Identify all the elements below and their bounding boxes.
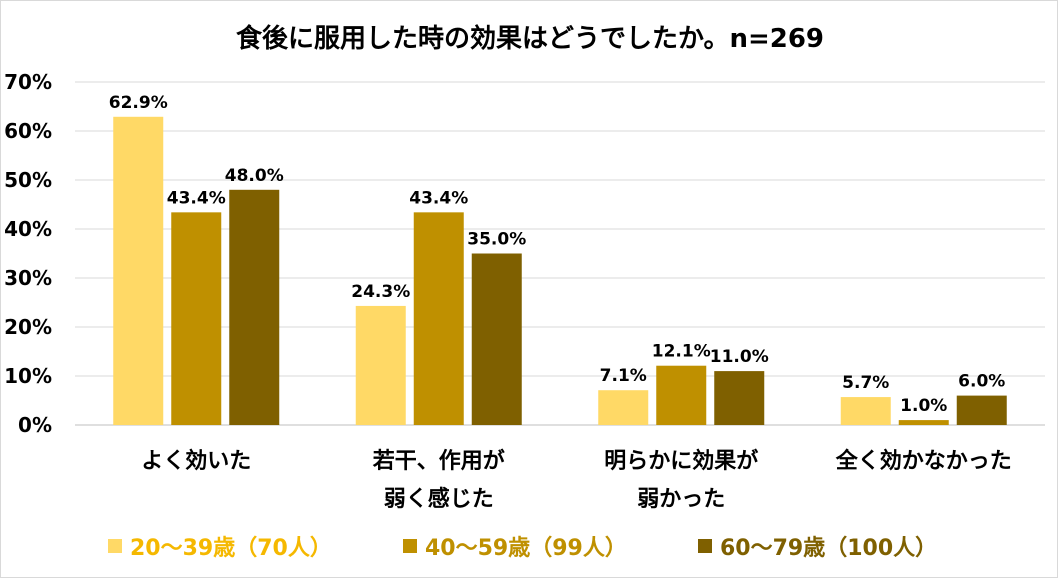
data-label: 43.4% [167,188,226,208]
legend-label: 40〜59歳（99人） [425,536,627,561]
legend-swatch [698,539,712,553]
chart-title: 食後に服用した時の効果はどうでしたか。n=269 [235,24,825,54]
x-category-label: 弱かった [637,487,725,512]
x-category-label: よく効いた [141,448,251,474]
y-tick-label: 30% [4,266,52,290]
data-label: 35.0% [467,230,526,250]
bar-2-4 [898,420,949,425]
chart-legend: 20〜39歳（70人） 40〜59歳（99人） 60〜79歳（100人） [0,530,1060,570]
bar-3-2 [471,253,522,425]
y-tick-label: 20% [4,315,52,339]
data-label: 11.0% [710,347,769,367]
legend-swatch [108,539,122,553]
x-category-label: 明らかに効果が [604,448,758,474]
y-tick-label: 0% [18,413,52,437]
bar-1-4 [840,397,891,425]
legend-label: 20〜39歳（70人） [130,536,332,561]
bar-1-2 [355,305,406,425]
bar-2-3 [656,365,707,425]
bar-3-1 [229,189,280,425]
bar-2-1 [171,212,222,425]
y-tick-label: 70% [4,70,52,94]
legend-label: 60〜79歳（100人） [720,536,938,561]
x-category-label: 全く効かなかった [835,448,1012,474]
bar-1-1 [113,116,164,425]
bar-3-4 [956,395,1007,425]
bar-1-3 [598,390,649,425]
legend-swatch [403,539,417,553]
x-category-label: 若干、作用が [373,448,505,474]
bar-2-2 [413,212,464,425]
y-tick-label: 10% [4,364,52,388]
data-label: 62.9% [109,93,168,113]
data-label: 43.4% [409,188,468,208]
data-label: 6.0% [958,372,1005,392]
bar-chart: 0%10%20%30%40%50%60%70%62.9%43.4%48.0%よく… [4,70,1045,512]
y-tick-label: 50% [4,168,52,192]
data-label: 5.7% [842,373,889,393]
legend-item: 40〜59歳（99人） [403,530,627,562]
x-category-label: 弱く感じた [384,486,494,512]
y-tick-label: 40% [4,217,52,241]
data-label: 1.0% [900,396,947,416]
data-label: 7.1% [600,366,647,386]
legend-item: 60〜79歳（100人） [698,530,937,562]
bar-3-3 [714,371,765,425]
data-label: 12.1% [652,342,711,362]
data-label: 48.0% [225,166,284,186]
data-label: 24.3% [351,282,410,302]
legend-item: 20〜39歳（70人） [108,530,332,562]
y-tick-label: 60% [4,119,52,143]
